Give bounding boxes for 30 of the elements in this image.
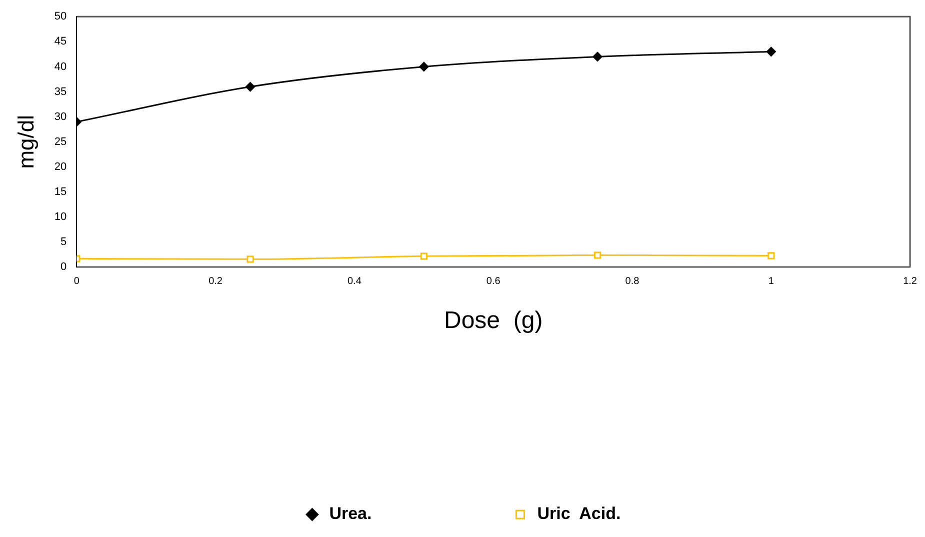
y-tick-label: 20	[54, 160, 67, 173]
point	[766, 46, 776, 56]
point	[420, 252, 428, 260]
x-tick-label: 1.2	[903, 276, 918, 287]
point	[768, 252, 775, 260]
point	[594, 252, 602, 259]
y-tick-label: 10	[54, 211, 67, 224]
y-tick-label: 5	[60, 236, 67, 248]
y-tick-label: 15	[54, 186, 67, 198]
point	[246, 82, 256, 92]
point	[592, 52, 602, 62]
x-tick-label: 0	[74, 276, 80, 287]
y-tick-label: 25	[54, 136, 67, 148]
x-tick-label: 0.2	[208, 276, 223, 287]
x-axis-title: Dose (g)	[444, 307, 543, 334]
point	[246, 256, 254, 263]
legend-label: Uric Acid.	[537, 504, 621, 524]
point	[419, 62, 429, 72]
y-axis-title: mg/dl	[13, 115, 38, 169]
x-tick-label: 0.8	[625, 276, 640, 287]
y-tick-label: 35	[54, 86, 67, 98]
y-tick-label: 40	[54, 60, 67, 73]
legend-label: Urea.	[329, 504, 372, 524]
x-tick-label: 1	[768, 276, 774, 287]
y-tick-label: 30	[54, 110, 67, 123]
y-tick-label: 45	[54, 36, 67, 48]
x-tick-label: 0.6	[486, 276, 501, 287]
y-tick-label: 50	[54, 10, 67, 23]
x-tick-label: 0.4	[347, 276, 362, 287]
y-tick-label: 0	[60, 261, 67, 274]
